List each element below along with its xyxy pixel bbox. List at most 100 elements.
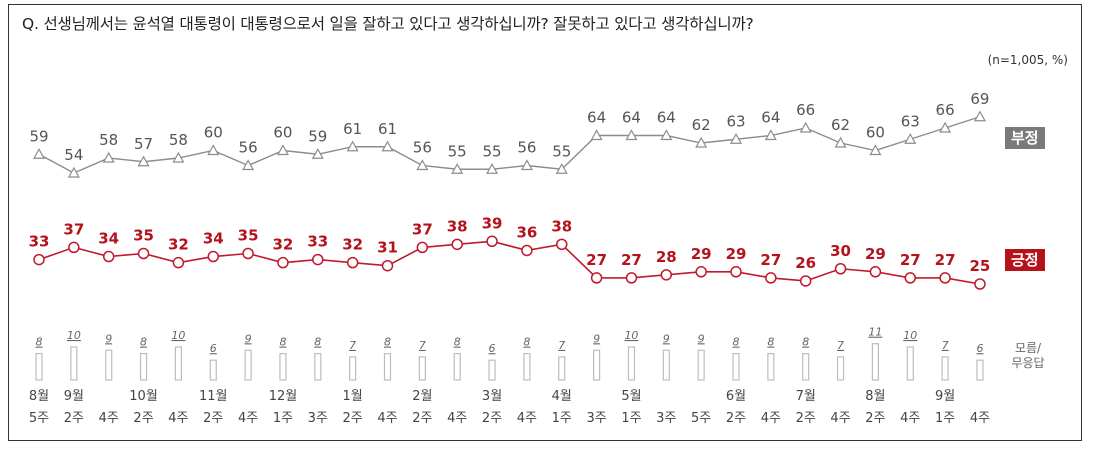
- negative-data-label: 61: [343, 120, 362, 138]
- question-title: Q. 선생님께서는 윤석열 대통령이 대통령으로서 일을 잘하고 있다고 생각하…: [22, 15, 754, 33]
- negative-data-label: 69: [970, 90, 989, 108]
- x-tick-week: 4주: [761, 411, 781, 426]
- negative-point: [904, 133, 917, 144]
- negative-data-label: 60: [204, 124, 223, 142]
- positive-data-label: 37: [412, 220, 433, 238]
- dont-know-bar: [35, 353, 43, 381]
- positive-data-label: 34: [98, 230, 119, 248]
- negative-data-label: 63: [901, 112, 920, 130]
- x-tick-month: 12월: [269, 389, 298, 404]
- negative-point: [416, 159, 429, 171]
- positive-point: [625, 272, 638, 284]
- dont-know-bar: [453, 353, 461, 381]
- x-tick-week: 3주: [656, 411, 676, 426]
- positive-point: [590, 272, 603, 284]
- dont-know-data-label: 6: [976, 342, 983, 355]
- x-tick-week: 5주: [691, 411, 711, 426]
- positive-point: [68, 241, 80, 254]
- dont-know-data-label: 6: [210, 342, 217, 355]
- negative-point: [695, 136, 708, 148]
- x-tick-week: 4주: [377, 411, 397, 426]
- positive-line: [38, 240, 981, 285]
- positive-data-label: 39: [482, 214, 503, 232]
- dont-know-data-label: 9: [593, 332, 600, 345]
- negative-data-label: 58: [169, 131, 188, 149]
- negative-data-label: 55: [552, 142, 571, 160]
- dont-know-bar: [906, 346, 914, 381]
- x-tick-week: 1주: [935, 411, 955, 426]
- positive-data-label: 38: [447, 217, 468, 235]
- positive-data-label: 27: [760, 251, 781, 269]
- negative-point: [486, 163, 499, 174]
- positive-point: [730, 266, 742, 278]
- sample-size-note: (n=1,005, %): [987, 53, 1068, 67]
- negative-point: [451, 163, 464, 174]
- negative-data-label: 61: [378, 120, 397, 138]
- x-tick-month: 1월: [343, 389, 363, 404]
- dont-know-data-label: 7: [349, 339, 356, 352]
- negative-point: [381, 140, 394, 152]
- positive-data-label: 38: [551, 217, 572, 235]
- x-tick-week: 4주: [168, 411, 188, 426]
- positive-point: [765, 272, 777, 284]
- x-tick-week: 4주: [970, 411, 990, 426]
- negative-point: [590, 129, 603, 141]
- chart-frame: [8, 4, 1082, 441]
- positive-data-label: 30: [830, 242, 851, 260]
- x-tick-month: 6월: [726, 389, 746, 404]
- dont-know-data-label: 8: [140, 336, 147, 349]
- positive-point: [137, 247, 150, 260]
- positive-point: [660, 269, 673, 281]
- positive-data-label: 33: [29, 233, 50, 251]
- negative-point: [276, 144, 289, 156]
- dont-know-data-label: 7: [558, 339, 565, 352]
- positive-point: [974, 278, 986, 290]
- dont-know-bar: [941, 356, 949, 381]
- x-tick-week: 2주: [64, 411, 84, 426]
- negative-point: [939, 121, 952, 133]
- positive-data-label: 31: [377, 239, 398, 257]
- positive-point: [521, 244, 533, 257]
- dont-know-data-label: 8: [314, 336, 321, 349]
- positive-data-label: 35: [238, 227, 259, 245]
- positive-legend-tag: 긍정: [1005, 249, 1045, 271]
- positive-point: [486, 235, 498, 248]
- positive-data-label: 36: [516, 223, 537, 241]
- positive-point: [451, 238, 463, 251]
- dont-know-label-line: 무응답: [1011, 356, 1045, 370]
- dont-know-bar: [279, 353, 287, 381]
- x-tick-month: 10월: [129, 389, 158, 404]
- dont-know-bar: [802, 353, 810, 381]
- negative-data-label: 58: [99, 131, 118, 149]
- dont-know-data-label: 7: [419, 339, 426, 352]
- negative-legend-tag: 부정: [1005, 127, 1045, 149]
- x-tick-week: 3주: [308, 411, 328, 426]
- dont-know-bar: [383, 353, 392, 381]
- positive-data-label: 27: [586, 251, 607, 269]
- positive-point: [33, 253, 45, 266]
- dont-know-bar: [139, 353, 148, 381]
- negative-data-label: 56: [517, 139, 536, 157]
- dont-know-bar: [314, 353, 322, 381]
- positive-data-label: 29: [726, 245, 747, 263]
- x-tick-week: 2주: [343, 411, 363, 426]
- negative-point: [346, 140, 359, 152]
- negative-point: [729, 133, 743, 144]
- dont-know-bar: [209, 359, 217, 381]
- x-tick-month: 4월: [552, 389, 572, 404]
- x-tick-month: 11월: [199, 389, 228, 404]
- x-tick-week: 4주: [900, 411, 920, 426]
- dont-know-bar: [627, 346, 636, 381]
- x-tick-month: 5월: [621, 389, 641, 404]
- negative-point: [625, 129, 638, 141]
- negative-data-label: 57: [134, 135, 153, 153]
- positive-point: [869, 266, 882, 278]
- positive-data-label: 35: [133, 227, 154, 245]
- x-tick-month: 9월: [935, 389, 955, 404]
- positive-point: [242, 247, 254, 260]
- positive-data-label: 26: [795, 254, 816, 272]
- negative-point: [973, 110, 986, 122]
- negative-point: [242, 159, 255, 171]
- x-tick-week: 2주: [203, 411, 223, 426]
